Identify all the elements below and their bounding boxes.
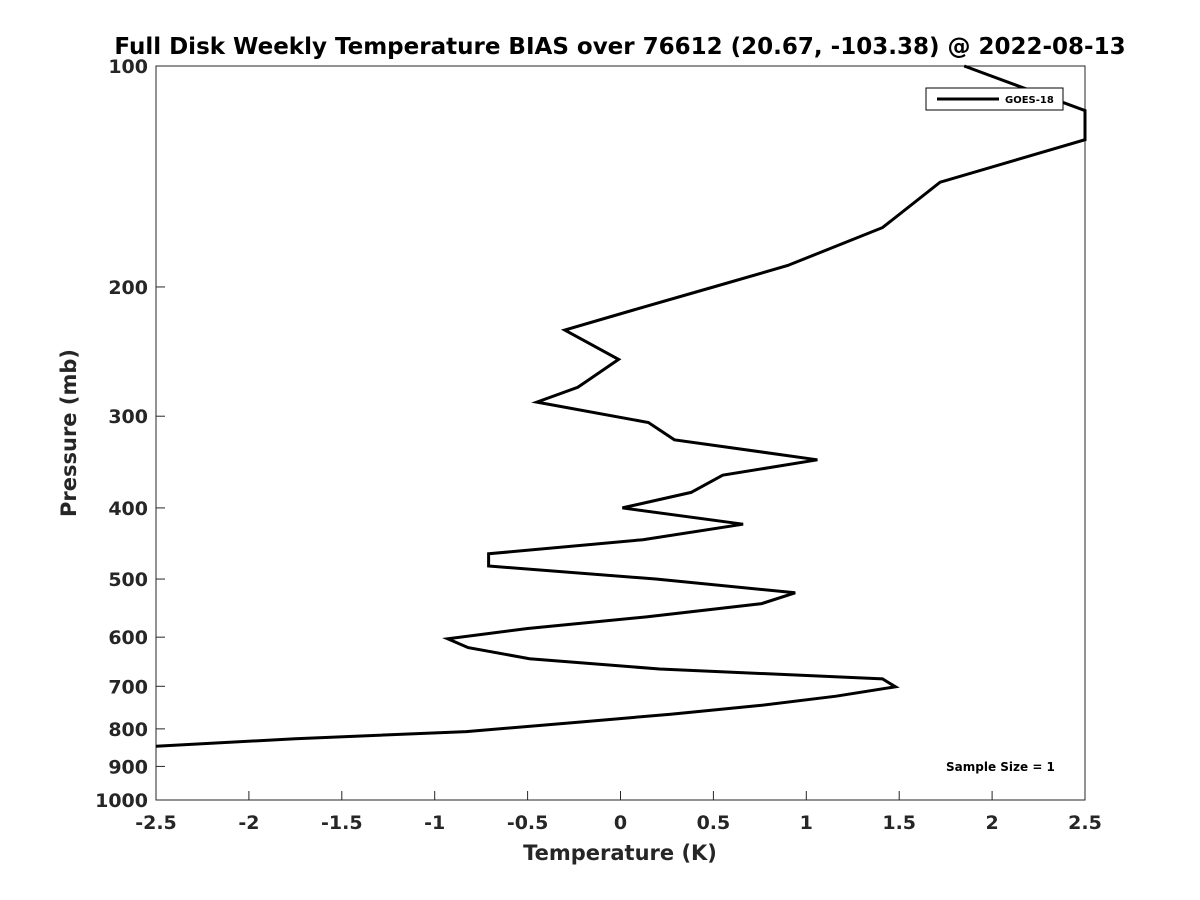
y-tick-label: 300 <box>108 406 148 428</box>
y-tick-label: 500 <box>108 569 148 591</box>
x-tick-label: 2 <box>985 812 998 834</box>
series-line-goes-18 <box>155 64 1087 748</box>
x-axis-label: Temperature (K) <box>523 841 717 865</box>
x-tick-label: -1.5 <box>321 812 363 834</box>
x-axis: -2.5 -2 -1.5 -1 -0.5 0 0.5 1 1.5 2 2.5 <box>135 791 1102 834</box>
y-axis-label: Pressure (mb) <box>57 349 81 517</box>
x-tick-label: 0 <box>614 812 627 834</box>
plot-area-frame <box>155 65 1086 801</box>
x-tick-label: 0.5 <box>697 812 731 834</box>
y-tick-label: 700 <box>108 676 148 698</box>
x-tick-label: 2.5 <box>1068 812 1102 834</box>
y-tick-label: 100 <box>108 56 148 78</box>
x-tick-label: 1 <box>800 812 813 834</box>
legend-label-goes-18: GOES-18 <box>1005 95 1054 106</box>
series-layer <box>155 64 1087 748</box>
y-tick-label: 200 <box>108 277 148 299</box>
x-tick-label: -0.5 <box>507 812 549 834</box>
legend: GOES-18 <box>925 87 1064 111</box>
x-tick-label: -1 <box>424 812 445 834</box>
y-tick-label: 900 <box>108 756 148 778</box>
y-tick-label: 600 <box>108 627 148 649</box>
x-tick-label: 1.5 <box>882 812 916 834</box>
y-tick-label: 1000 <box>95 790 148 812</box>
sample-size-note: Sample Size = 1 <box>946 760 1055 774</box>
y-axis: 100 200 300 400 500 600 700 800 900 1000 <box>95 56 165 812</box>
x-tick-label: -2.5 <box>135 812 177 834</box>
chart-title: Full Disk Weekly Temperature BIAS over 7… <box>114 34 1125 60</box>
x-tick-label: -2 <box>238 812 259 834</box>
y-tick-label: 400 <box>108 498 148 520</box>
y-tick-label: 800 <box>108 719 148 741</box>
